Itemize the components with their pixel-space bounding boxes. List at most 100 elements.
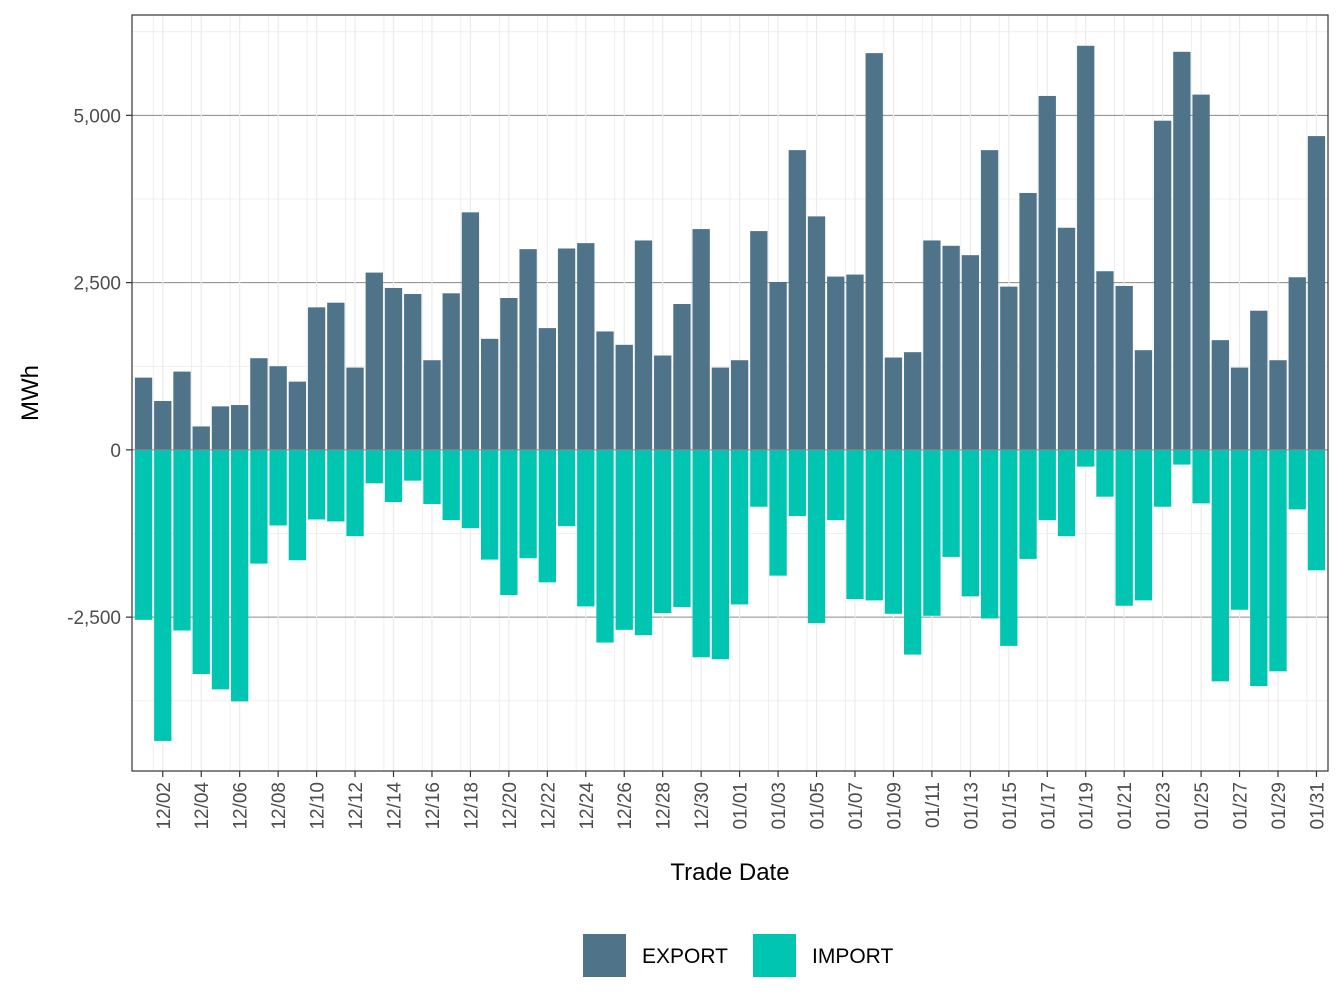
legend-label-export: EXPORT [642,945,728,968]
bar-export-01-23 [1153,120,1172,450]
bar-import-01-01 [730,449,749,605]
bar-export-12-27 [634,240,653,450]
bar-export-01-19 [1077,45,1095,450]
bar-export-01-25 [1192,94,1210,450]
bar-export-01-12 [942,245,960,450]
y-tick-label: 5,000 [73,106,121,127]
bar-import-01-18 [1057,449,1076,537]
legend: EXPORT IMPORT [583,934,893,977]
x-tick-label: 12/06 [231,782,252,830]
bar-import-01-12 [942,449,960,557]
bar-export-01-05 [807,216,826,450]
bar-import-01-26 [1211,449,1229,682]
bar-export-01-11 [923,240,941,450]
bar-import-12-30 [692,449,710,658]
bar-export-01-15 [1000,286,1018,450]
x-tick-label: 12/30 [692,782,713,830]
bar-import-12-19 [480,449,499,560]
bar-export-12-16 [423,360,441,450]
bar-export-01-01 [730,360,749,450]
bar-import-12-07 [250,449,268,564]
x-tick-label: 01/29 [1269,782,1290,830]
bar-export-12-28 [654,355,672,450]
bar-export-12-17 [442,293,460,450]
x-tick-label: 01/21 [1115,782,1136,830]
bar-import-01-04 [788,449,806,517]
bar-export-01-18 [1057,227,1076,450]
bar-import-01-11 [923,449,941,616]
x-tick-label: 01/11 [923,782,944,828]
bar-import-01-03 [769,449,787,576]
bar-export-12-21 [519,249,537,450]
bar-export-01-27 [1230,367,1249,450]
bar-import-12-11 [327,449,345,522]
x-tick-label: 01/05 [808,782,829,830]
bar-export-12-22 [538,328,556,450]
bar-export-01-17 [1038,95,1056,450]
bar-export-12-09 [288,381,307,450]
bar-export-01-04 [788,150,806,450]
bar-import-01-05 [807,449,826,624]
bar-export-01-21 [1115,285,1133,450]
bar-import-01-17 [1038,449,1056,521]
x-tick-label: 01/23 [1154,782,1175,830]
bar-import-01-14 [980,449,999,619]
bar-export-01-08 [865,53,883,450]
bar-export-12-08 [269,366,287,450]
x-tick-label: 01/31 [1307,782,1328,830]
x-tick-label: 12/20 [500,782,521,830]
bar-import-01-09 [884,449,903,614]
x-tick-label: 12/26 [615,782,636,830]
bar-import-12-29 [673,449,691,608]
bar-import-12-01 [134,449,153,620]
bar-import-12-31 [711,449,730,660]
bar-export-01-24 [1173,51,1191,450]
x-tick-label: 12/14 [385,782,406,830]
bar-export-01-31 [1307,136,1326,450]
x-tick-label: 12/18 [461,782,482,830]
bar-export-01-22 [1134,350,1153,450]
bar-import-01-30 [1288,449,1306,510]
x-tick-label: 12/16 [423,782,444,830]
bar-export-01-10 [904,352,922,450]
bar-export-01-13 [961,255,980,450]
bar-import-12-27 [634,449,653,636]
legend-label-import: IMPORT [812,945,893,968]
bar-export-12-18 [461,212,480,450]
bar-import-12-24 [577,449,595,607]
bar-import-12-22 [538,449,556,583]
bar-import-12-06 [231,449,249,702]
bar-export-12-11 [327,302,345,450]
bar-import-01-08 [865,449,883,601]
bar-export-01-03 [769,281,787,450]
bar-export-01-09 [884,357,903,450]
bar-import-12-15 [404,449,422,481]
bar-import-01-23 [1153,449,1172,507]
bar-export-12-02 [154,401,172,450]
bar-import-12-20 [500,449,518,596]
bar-import-12-28 [654,449,672,614]
bar-export-12-01 [134,377,153,450]
bar-export-12-19 [480,338,499,450]
y-tick-label: -2,500 [67,608,121,629]
bar-import-12-02 [154,449,172,741]
bar-import-01-10 [904,449,922,655]
bar-import-01-07 [846,449,864,600]
x-tick-label: 12/22 [538,782,559,830]
x-tick-label: 12/10 [308,782,329,830]
bar-import-12-25 [596,449,614,643]
bar-export-12-13 [365,272,383,450]
bars [134,45,1326,741]
bar-export-12-26 [615,344,633,450]
bar-import-01-20 [1096,449,1114,497]
bar-import-12-08 [269,449,287,526]
bar-export-01-29 [1269,360,1287,450]
bar-export-12-29 [673,304,691,450]
bar-export-01-20 [1096,271,1114,450]
bar-import-01-29 [1269,449,1287,672]
x-tick-label: 01/07 [846,782,867,830]
bar-export-12-04 [192,426,210,450]
bar-import-12-09 [288,449,307,561]
bar-import-12-05 [211,449,230,690]
